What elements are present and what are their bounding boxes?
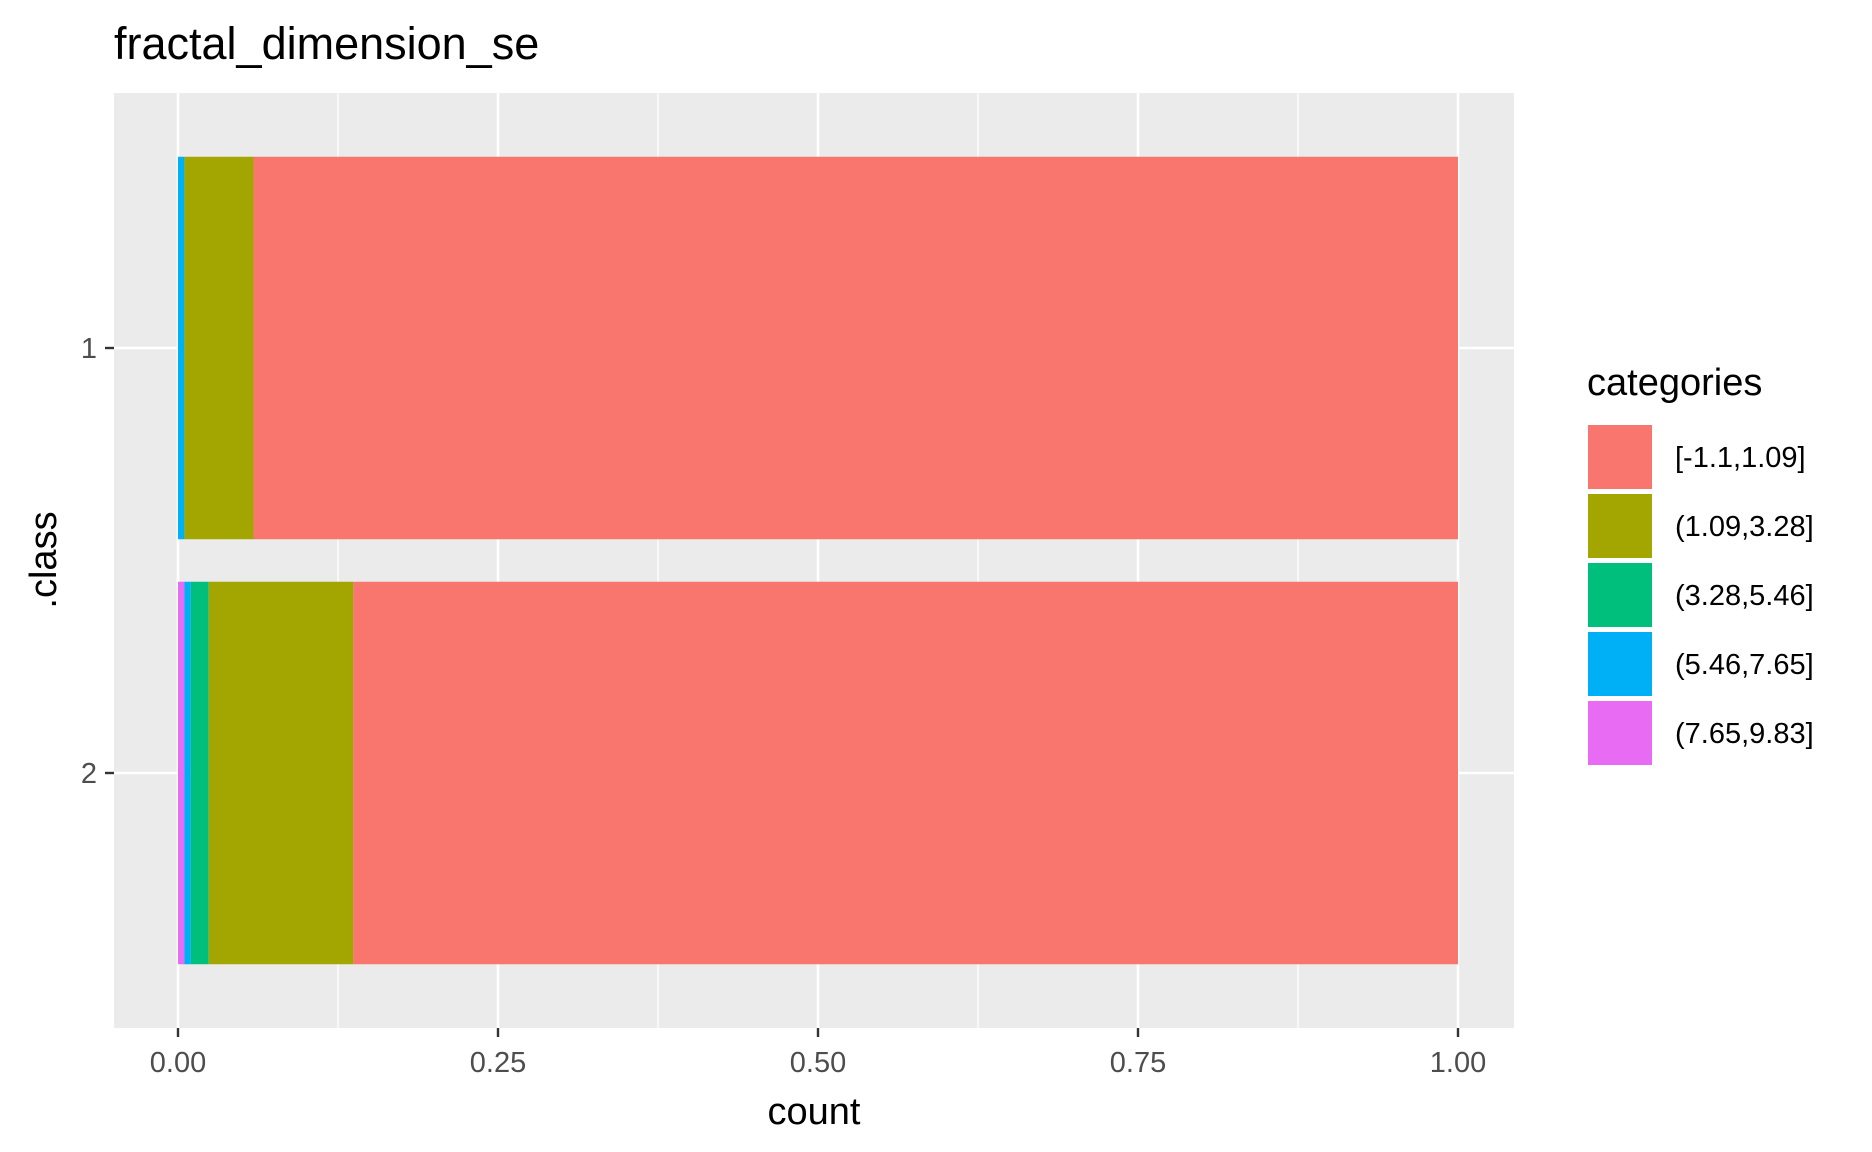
- bar-segment: [178, 581, 185, 965]
- bar-segment: [184, 581, 191, 965]
- y-tick-label: 1: [81, 333, 97, 365]
- x-tick-label: 0.50: [790, 1047, 846, 1079]
- x-tick-label: 1.00: [1430, 1047, 1486, 1079]
- y-axis: 12: [81, 333, 114, 790]
- legend-label: [-1.1,1.09]: [1675, 442, 1806, 474]
- bar-segment: [253, 156, 1458, 540]
- x-tick-label: 0.75: [1110, 1047, 1166, 1079]
- legend-label: (1.09,3.28]: [1675, 511, 1814, 543]
- x-tick-label: 0.00: [150, 1047, 206, 1079]
- legend-key: [1586, 423, 1654, 491]
- y-tick-label: 2: [81, 758, 97, 790]
- bars: [178, 156, 1458, 965]
- legend-key: [1586, 699, 1654, 767]
- legend-label: (3.28,5.46]: [1675, 580, 1814, 612]
- bar-segment: [178, 156, 185, 540]
- bar-segment: [208, 581, 354, 965]
- legend-title: categories: [1587, 362, 1762, 404]
- legend-label: (7.65,9.83]: [1675, 718, 1814, 750]
- legend-label: (5.46,7.65]: [1675, 649, 1814, 681]
- x-axis: 0.00 0.25 0.50 0.75 1.00: [150, 1028, 1486, 1079]
- chart-title: fractal_dimension_se: [114, 18, 539, 69]
- bar-segment: [353, 581, 1458, 965]
- bar-segment: [184, 156, 254, 540]
- bar-segment: [190, 581, 209, 965]
- legend: categories [-1.1,1.09] (1.09,3.28] (3.28,5…: [1586, 362, 1814, 767]
- legend-key: [1586, 492, 1654, 560]
- y-axis-title: .class: [23, 511, 65, 608]
- x-tick-label: 0.25: [470, 1047, 526, 1079]
- legend-key: [1586, 561, 1654, 629]
- legend-key: [1586, 630, 1654, 698]
- x-axis-title: count: [768, 1091, 861, 1133]
